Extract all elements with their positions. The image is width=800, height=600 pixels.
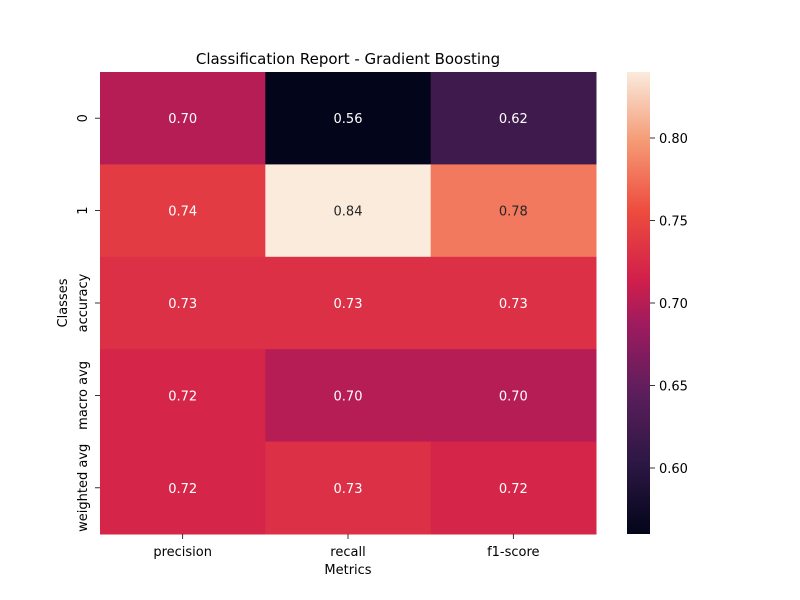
colorbar-ticks: 0.60 0.65 0.70 0.75 0.80: [650, 132, 688, 477]
heatmap-cell: [100, 256, 266, 350]
heatmap-cell: [100, 164, 266, 258]
heatmap-cell: [430, 72, 597, 165]
colorbar-tick-label: 0.65: [659, 380, 688, 395]
colorbar-tick-label: 0.60: [659, 462, 688, 477]
heatmap-cell-label: 0.73: [334, 297, 363, 312]
heatmap-cell: [265, 256, 432, 350]
heatmap-cell: [265, 349, 432, 443]
heatmap-cell: [100, 349, 266, 443]
heatmap-cell-label: 0.70: [334, 389, 363, 404]
heatmap-cell-label: 0.72: [168, 482, 197, 497]
heatmap-cell-label: 0.62: [499, 112, 528, 127]
heatmap-cell-label: 0.72: [499, 482, 528, 497]
heatmap-cell-label: 0.72: [168, 389, 197, 404]
heatmap-cell-label: 0.84: [334, 205, 363, 220]
heatmap-cell: [100, 441, 266, 535]
y-axis-label: Classes: [56, 278, 71, 327]
heatmap-cell-label: 0.74: [168, 205, 197, 220]
heatmap-cell: [265, 441, 432, 535]
x-axis-ticks: precision recall f1-score: [153, 534, 540, 560]
heatmap-cell: [265, 72, 432, 165]
heatmap-cell: [430, 349, 597, 443]
heatmap-cells: [100, 72, 597, 535]
heatmap-cell-label: 0.73: [168, 297, 197, 312]
heatmap-cell: [100, 72, 266, 165]
x-tick-label: precision: [153, 545, 212, 560]
x-tick-label: recall: [330, 545, 365, 560]
heatmap-cell-label: 0.70: [499, 389, 528, 404]
heatmap-cell-label: 0.56: [334, 112, 363, 127]
y-tick-label: 1: [76, 206, 91, 214]
colorbar: [627, 72, 650, 534]
y-tick-label: accuracy: [76, 273, 91, 332]
heatmap-cell: [430, 164, 597, 258]
colorbar-tick-label: 0.80: [659, 132, 688, 147]
heatmap-cell: [265, 164, 432, 258]
heatmap-cell: [430, 441, 597, 535]
colorbar-tick-label: 0.70: [659, 297, 688, 312]
heatmap-cell-label: 0.78: [499, 205, 528, 220]
y-tick-label: macro avg: [76, 361, 91, 430]
heatmap-cell-label: 0.73: [499, 297, 528, 312]
y-axis-ticks: 0 1 accuracy macro avg weighted avg: [76, 114, 100, 532]
y-tick-label: weighted avg: [76, 444, 91, 532]
heatmap-cell-labels: 0.70 0.56 0.62 0.74 0.84 0.78 0.73 0.73 0.73 0.72…: [168, 112, 528, 497]
heatmap-cell-label: 0.73: [334, 482, 363, 497]
chart-title: Classification Report - Gradient Boostin…: [196, 50, 500, 68]
heatmap-cell-label: 0.70: [168, 112, 197, 127]
y-tick-label: 0: [76, 114, 91, 122]
colorbar-tick-label: 0.75: [659, 215, 688, 230]
x-tick-label: f1-score: [487, 545, 539, 560]
heatmap-cell: [430, 256, 597, 350]
x-axis-label: Metrics: [324, 563, 371, 578]
